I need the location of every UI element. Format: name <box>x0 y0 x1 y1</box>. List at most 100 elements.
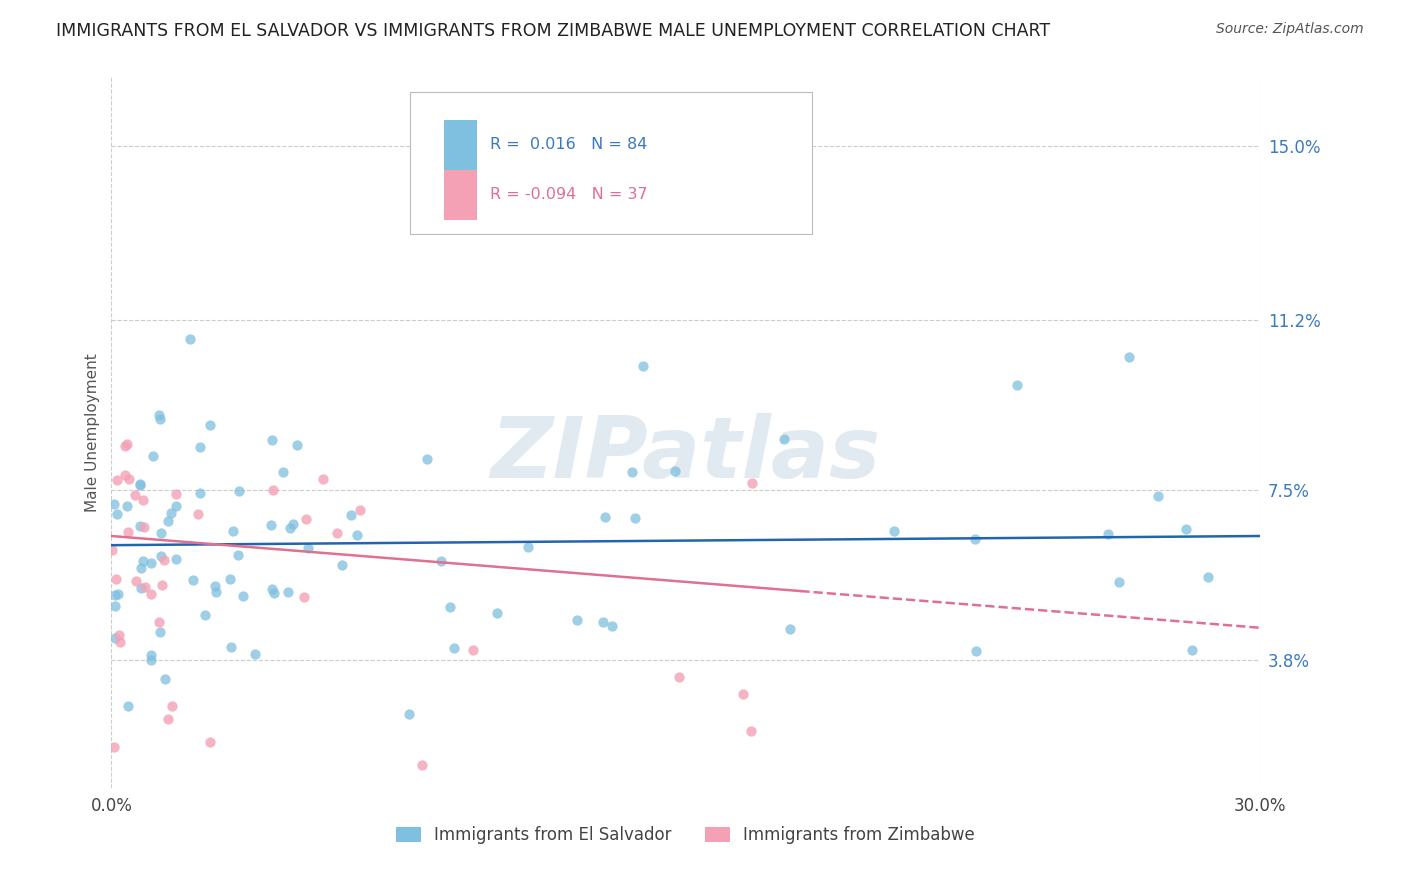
Point <box>1147 489 1170 503</box>
Text: R =  0.016   N = 84: R = 0.016 N = 84 <box>491 137 648 153</box>
Point <box>150 578 173 592</box>
Point <box>115 499 138 513</box>
Point <box>165 486 187 500</box>
Point <box>226 549 249 563</box>
Point <box>117 472 139 486</box>
Point <box>668 670 690 684</box>
Point <box>429 554 451 568</box>
Point <box>285 438 308 452</box>
Point <box>222 524 245 539</box>
Point <box>107 627 129 641</box>
Point <box>332 558 354 573</box>
Point <box>117 524 139 539</box>
Point <box>283 517 305 532</box>
Point <box>1181 643 1204 657</box>
FancyBboxPatch shape <box>444 120 477 169</box>
Point <box>104 632 127 646</box>
Point <box>188 440 211 454</box>
Point <box>1174 522 1197 536</box>
Point <box>179 332 201 346</box>
FancyBboxPatch shape <box>444 169 477 219</box>
Point <box>486 606 509 620</box>
Point <box>1108 574 1130 589</box>
Point <box>260 582 283 597</box>
Point <box>107 586 129 600</box>
Point <box>141 587 163 601</box>
Point <box>415 451 437 466</box>
Point <box>278 521 301 535</box>
Point <box>198 418 221 433</box>
Point <box>103 740 125 755</box>
Point <box>152 553 174 567</box>
Point <box>965 643 987 657</box>
Point <box>183 573 205 587</box>
Point <box>292 591 315 605</box>
Point <box>132 554 155 568</box>
Point <box>602 619 624 633</box>
Point <box>883 524 905 538</box>
Point <box>565 613 588 627</box>
Point <box>117 698 139 713</box>
Text: IMMIGRANTS FROM EL SALVADOR VS IMMIGRANTS FROM ZIMBABWE MALE UNEMPLOYMENT CORREL: IMMIGRANTS FROM EL SALVADOR VS IMMIGRANT… <box>56 22 1050 40</box>
Point <box>165 499 187 513</box>
Point <box>157 514 180 528</box>
Point <box>132 492 155 507</box>
Point <box>326 526 349 541</box>
FancyBboxPatch shape <box>411 92 811 234</box>
Point <box>129 581 152 595</box>
Text: Source: ZipAtlas.com: Source: ZipAtlas.com <box>1216 22 1364 37</box>
Point <box>131 560 153 574</box>
Point <box>142 449 165 463</box>
Point <box>187 507 209 521</box>
Point <box>149 412 172 426</box>
Point <box>219 572 242 586</box>
Point <box>134 580 156 594</box>
Point <box>160 698 183 713</box>
Point <box>205 584 228 599</box>
Point <box>232 589 254 603</box>
Point <box>779 622 801 636</box>
Point <box>104 599 127 614</box>
Point <box>124 488 146 502</box>
Point <box>245 647 267 661</box>
Point <box>271 465 294 479</box>
Point <box>132 520 155 534</box>
Point <box>157 713 180 727</box>
Point <box>349 503 371 517</box>
Point <box>263 585 285 599</box>
Point <box>262 434 284 448</box>
Point <box>141 556 163 570</box>
Point <box>664 464 686 478</box>
Point <box>150 549 173 563</box>
Point <box>411 758 433 772</box>
Point <box>439 600 461 615</box>
Point <box>128 476 150 491</box>
Point <box>101 543 124 558</box>
Point <box>312 472 335 486</box>
Point <box>104 572 127 586</box>
Point <box>204 578 226 592</box>
Point <box>592 615 614 629</box>
Point <box>153 673 176 687</box>
Point <box>228 484 250 499</box>
Point <box>114 467 136 482</box>
Point <box>260 517 283 532</box>
Point <box>340 508 363 522</box>
Point <box>443 640 465 655</box>
Point <box>623 511 645 525</box>
Point <box>194 608 217 623</box>
Y-axis label: Male Unemployment: Male Unemployment <box>86 353 100 512</box>
Point <box>114 440 136 454</box>
Point <box>125 574 148 588</box>
Point <box>963 532 986 546</box>
Point <box>159 506 181 520</box>
Point <box>346 528 368 542</box>
Point <box>297 541 319 555</box>
Point <box>593 510 616 524</box>
Point <box>198 735 221 749</box>
Point <box>295 511 318 525</box>
Point <box>188 486 211 500</box>
Point <box>219 640 242 655</box>
Point <box>115 437 138 451</box>
Text: R = -0.094   N = 37: R = -0.094 N = 37 <box>491 187 648 202</box>
